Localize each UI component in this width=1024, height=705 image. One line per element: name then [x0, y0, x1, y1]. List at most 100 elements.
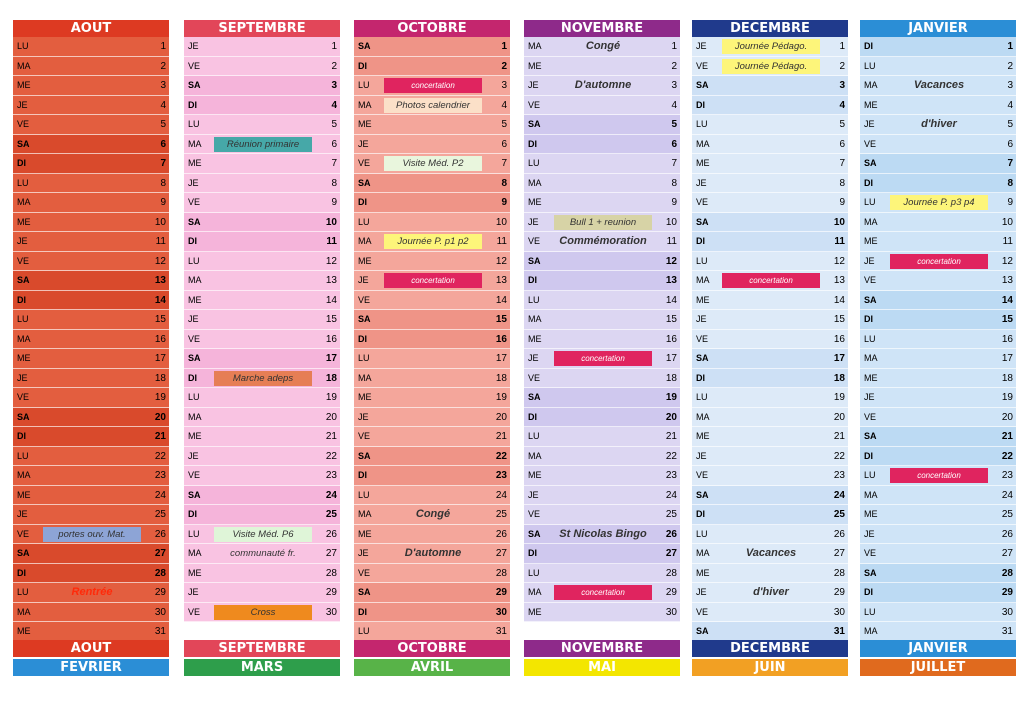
day-row: LU 31 — [354, 622, 510, 642]
day-number: 30 — [665, 606, 677, 618]
day-number: 24 — [665, 489, 677, 501]
day-row: JE 8 — [184, 173, 340, 193]
weekday-label: SA — [188, 80, 201, 90]
day-number: 15 — [495, 314, 507, 325]
day-row: VE 20 — [860, 407, 1016, 427]
day-row: JE 15 — [692, 310, 848, 330]
day-row: VE 14 — [354, 290, 510, 310]
day-number: 26 — [1001, 528, 1013, 540]
weekday-label: MA — [17, 333, 31, 344]
day-row: MA 11 Journée P. p1 p2 — [354, 232, 510, 252]
day-row: MA 18 — [354, 368, 510, 388]
day-number: 21 — [833, 431, 845, 442]
day-number: 4 — [1007, 99, 1013, 111]
day-row: ME 2 — [524, 56, 680, 76]
weekday-label: ME — [358, 119, 372, 129]
month-header: NOVEMBRE — [524, 20, 680, 37]
day-row: LU 5 — [692, 115, 848, 135]
day-number: 9 — [671, 197, 677, 208]
day-row: DI 30 — [354, 602, 510, 622]
day-number: 14 — [833, 294, 845, 306]
day-row: JE 24 — [524, 485, 680, 505]
day-row: JE 1 Journée Pédago. — [692, 37, 848, 57]
weekday-label: LU — [17, 587, 29, 597]
day-row: LU 10 — [354, 212, 510, 232]
weekday-label: JE — [528, 216, 539, 227]
weekday-label: DI — [17, 431, 26, 441]
day-number: 8 — [160, 177, 166, 189]
day-row: JE 22 — [184, 446, 340, 466]
day-row: DI 9 — [354, 193, 510, 213]
weekday-label: MA — [864, 353, 878, 363]
day-number: 13 — [833, 275, 845, 286]
weekday-label: SA — [528, 528, 541, 539]
weekday-label: JE — [188, 314, 199, 324]
weekday-label: DI — [696, 509, 705, 519]
day-number: 23 — [495, 470, 507, 481]
day-number: 15 — [325, 314, 337, 325]
day-row: ME 3 — [13, 76, 169, 96]
weekday-label: ME — [696, 158, 710, 168]
weekday-label: VE — [17, 528, 30, 539]
day-row: VE 23 — [692, 466, 848, 486]
day-number: 19 — [325, 392, 337, 403]
weekday-label: LU — [864, 333, 876, 344]
day-row: LU 12 — [692, 251, 848, 271]
weekday-label: JE — [696, 450, 707, 461]
day-row: DI 22 — [860, 446, 1016, 466]
weekday-label: DI — [864, 177, 873, 188]
day-number: 23 — [665, 470, 677, 481]
day-number: 18 — [495, 372, 507, 384]
day-row: JE 18 — [13, 368, 169, 388]
day-row: LU 24 — [354, 485, 510, 505]
event-label: concertation — [890, 253, 988, 269]
weekday-label: SA — [528, 392, 541, 402]
day-row: SA 20 — [13, 407, 169, 427]
weekday-label: MA — [188, 138, 202, 149]
event-label: Bull 1 + reunion — [554, 214, 652, 230]
day-row: MA 9 — [13, 193, 169, 213]
day-row: ME 31 — [13, 622, 169, 642]
event-label: Vacances — [745, 547, 797, 559]
weekday-label: ME — [696, 294, 710, 305]
day-number: 6 — [501, 138, 507, 150]
weekday-label: MA — [358, 509, 372, 519]
weekday-label: ME — [188, 158, 202, 168]
weekday-label: DI — [528, 138, 537, 149]
day-number: 26 — [325, 528, 337, 540]
day-number: 25 — [495, 509, 507, 520]
weekday-label: MA — [188, 275, 202, 285]
day-number: 23 — [1001, 470, 1013, 481]
weekday-label: MA — [358, 236, 372, 246]
day-number: 19 — [1001, 392, 1013, 403]
event-label: d'hiver — [921, 118, 957, 130]
weekday-label: VE — [188, 470, 201, 480]
day-number: 26 — [495, 528, 507, 540]
day-number: 20 — [325, 411, 337, 423]
weekday-label: MA — [696, 138, 710, 149]
day-number: 20 — [665, 411, 677, 423]
weekday-label: JE — [696, 41, 707, 51]
day-number: 20 — [833, 411, 845, 423]
day-number: 21 — [325, 431, 337, 442]
day-row: DI 16 — [354, 329, 510, 349]
day-row: SA 10 — [692, 212, 848, 232]
month-footer: DECEMBRE — [692, 640, 848, 657]
day-row: VE 23 — [184, 466, 340, 486]
event-label: Visite Méd. P2 — [384, 156, 482, 171]
weekday-label: VE — [696, 60, 709, 71]
weekday-label: ME — [188, 567, 202, 578]
event-label: St Nicolas Bingo — [559, 527, 647, 540]
day-number: 16 — [1001, 333, 1013, 345]
day-number: 31 — [154, 626, 166, 637]
day-row: SA 5 — [524, 115, 680, 135]
day-row: ME 11 — [860, 232, 1016, 252]
day-number: 24 — [833, 489, 845, 501]
day-row: JE 11 — [13, 232, 169, 252]
day-row: JE 12 concertation — [860, 251, 1016, 271]
weekday-label: SA — [864, 294, 877, 305]
day-row: VE 2 — [184, 56, 340, 76]
day-number: 9 — [839, 197, 845, 208]
day-number: 19 — [665, 392, 677, 403]
day-number: 13 — [495, 275, 507, 286]
